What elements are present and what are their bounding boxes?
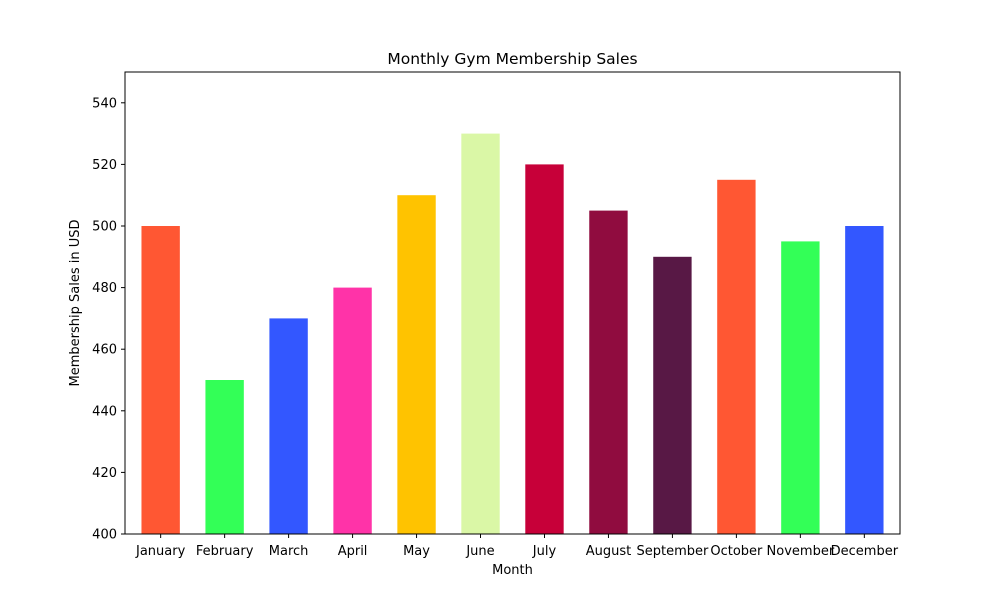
y-tick-label: 460 [92, 343, 117, 358]
bar-february [205, 380, 244, 534]
x-tick-label: August [586, 544, 632, 559]
x-tick-label: October [710, 544, 763, 559]
y-tick-label: 420 [92, 466, 117, 481]
y-tick-label: 440 [92, 404, 117, 419]
bar-december [845, 226, 884, 534]
x-axis: January February March April May June July Augu… [135, 534, 899, 559]
bar-march [269, 318, 308, 534]
y-tick-label: 400 [92, 528, 117, 543]
bar-november [781, 241, 820, 534]
bar-july [525, 164, 564, 534]
x-tick-label: June [465, 544, 494, 559]
x-tick-label: December [831, 544, 899, 559]
x-tick-label: February [196, 544, 254, 559]
chart-title: Monthly Gym Membership Sales [387, 50, 637, 68]
x-tick-label: July [532, 544, 557, 559]
x-tick-label: May [403, 544, 430, 559]
y-tick-label: 540 [92, 96, 117, 111]
x-tick-label: November [767, 544, 835, 559]
bar-april [333, 287, 372, 534]
y-tick-label: 480 [92, 281, 117, 296]
bar-september [653, 256, 692, 534]
y-axis: 400 420 440 460 480 500 520 540 [92, 96, 125, 543]
y-tick-label: 520 [92, 158, 117, 173]
y-axis-title: Membership Sales in USD [68, 220, 83, 387]
x-tick-label: January [135, 544, 186, 559]
bar-june [461, 133, 500, 534]
bar-august [589, 210, 628, 534]
x-axis-title: Month [492, 563, 533, 578]
x-tick-label: March [269, 544, 309, 559]
x-tick-label: April [338, 544, 368, 559]
plot-frame [124, 71, 901, 535]
x-tick-label: September [636, 544, 709, 559]
bars-layer [141, 133, 884, 535]
y-tick-label: 500 [92, 220, 117, 235]
bar-january [141, 226, 180, 534]
bar-october [717, 179, 756, 535]
bar-may [397, 195, 436, 534]
